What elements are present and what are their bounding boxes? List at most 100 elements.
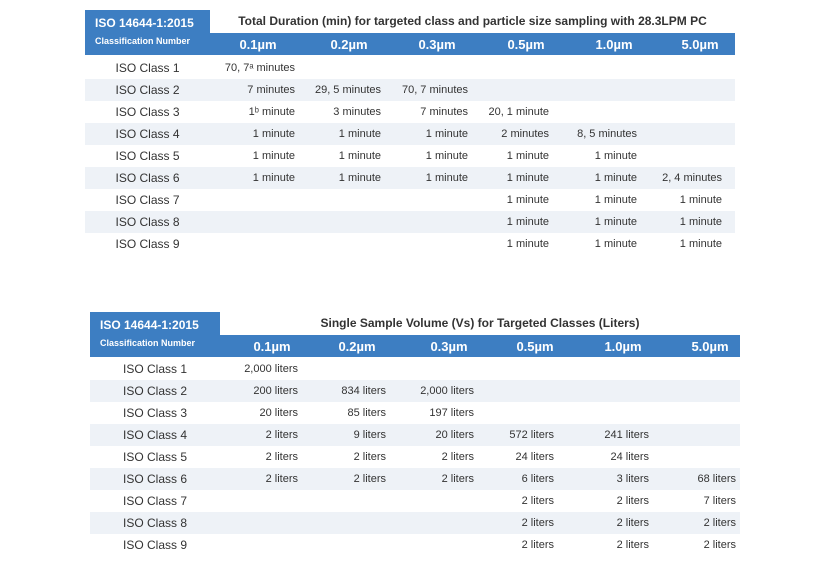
cell: 1 minute [679,238,722,250]
cell: 2 liters [521,517,554,529]
row-label: ISO Class 7 [122,494,188,508]
cell: 1 minute [506,216,549,228]
cell: 572 liters [509,429,554,441]
column-header: 0.5µm [516,339,554,354]
row-label: ISO Class 7 [115,193,180,207]
cell: 1 minute [594,238,637,250]
cell: 2 liters [703,539,736,551]
header-label: ISO 14644-1:2015 [100,318,199,332]
cell: 1 minute [506,238,549,250]
cell: 1 minute [252,128,295,140]
cell: 1 minute [679,194,722,206]
row-label: ISO Class 6 [115,171,180,185]
cell: 1 minute [338,172,381,184]
row-label: ISO Class 6 [122,472,188,486]
cell: 2,000 liters [244,363,298,375]
cell: 20 liters [435,429,474,441]
cell: 1 minute [338,150,381,162]
row-stripe [85,123,735,145]
cell: 2 liters [616,495,649,507]
row-label: ISO Class 4 [122,428,188,442]
cell: 20, 1 minute [488,106,549,118]
column-header: 0.1µm [239,37,277,52]
cell: 29, 5 minutes [314,84,381,96]
row-label: ISO Class 1 [122,362,188,376]
cell: 2 liters [265,451,298,463]
cell: 1 minute [338,128,381,140]
cell: 1ᵇ minute [248,106,295,118]
cell: 3 minutes [333,106,381,118]
header-sub: Classification Number [100,338,196,348]
cell: 2 liters [616,539,649,551]
cell: 1 minute [594,216,637,228]
cell: 68 liters [697,473,736,485]
cell: 2 liters [521,539,554,551]
cell: 834 liters [341,385,386,397]
row-stripe [85,167,735,189]
cell: 1 minute [425,150,468,162]
row-label: ISO Class 3 [122,406,188,420]
cell: 2 liters [616,517,649,529]
cell: 24 liters [515,451,554,463]
column-header: 0.2µm [330,37,368,52]
row-stripe [90,468,740,490]
row-label: ISO Class 9 [115,237,180,251]
row-stripe [90,424,740,446]
cell: 8, 5 minutes [577,128,637,140]
column-header: 0.5µm [507,37,545,52]
header-box [85,10,210,55]
header-box [90,312,220,357]
cell: 6 liters [521,473,554,485]
row-label: ISO Class 8 [122,516,188,530]
row-stripe [90,380,740,402]
cell: 1 minute [252,172,295,184]
row-stripe [90,512,740,534]
cell: 2, 4 minutes [662,172,722,184]
column-header: 0.1µm [253,339,291,354]
row-label: ISO Class 5 [122,450,188,464]
row-stripe [85,211,735,233]
cell: 1 minute [679,216,722,228]
table-title: Single Sample Volume (Vs) for Targeted C… [320,316,640,330]
cell: 85 liters [347,407,386,419]
row-label: ISO Class 3 [115,105,180,119]
column-header-bar [220,335,740,357]
row-label: ISO Class 8 [115,215,180,229]
table-title: Total Duration (min) for targeted class … [238,14,707,28]
cell: 1 minute [425,128,468,140]
cell: 1 minute [506,194,549,206]
column-header: 5.0µm [691,339,729,354]
cell: 2 liters [265,429,298,441]
row-label: ISO Class 4 [115,127,180,141]
cell: 2 liters [441,473,474,485]
column-header: 5.0µm [681,37,719,52]
cell: 2 minutes [501,128,549,140]
cell: 1 minute [594,194,637,206]
cell: 2 liters [703,517,736,529]
row-label: ISO Class 1 [115,61,180,75]
cell: 2 liters [441,451,474,463]
cell: 1 minute [594,172,637,184]
cell: 2 liters [353,451,386,463]
cell: 20 liters [259,407,298,419]
cell: 70, 7ᵃ minutes [224,62,295,74]
cell: 24 liters [610,451,649,463]
column-header-bar [210,33,735,55]
row-stripe [85,79,735,101]
cell: 2 liters [521,495,554,507]
cell: 1 minute [594,150,637,162]
cell: 7 minutes [247,84,295,96]
cell: 2 liters [265,473,298,485]
column-header: 1.0µm [595,37,633,52]
column-header: 1.0µm [604,339,642,354]
cell: 3 liters [616,473,649,485]
cell: 70, 7 minutes [401,84,468,96]
column-header: 0.2µm [338,339,376,354]
cell: 9 liters [353,429,386,441]
header-label: ISO 14644-1:2015 [95,16,194,30]
row-label: ISO Class 9 [122,538,188,552]
cell: 2 liters [353,473,386,485]
cell: 2,000 liters [420,385,474,397]
column-header: 0.3µm [430,339,468,354]
